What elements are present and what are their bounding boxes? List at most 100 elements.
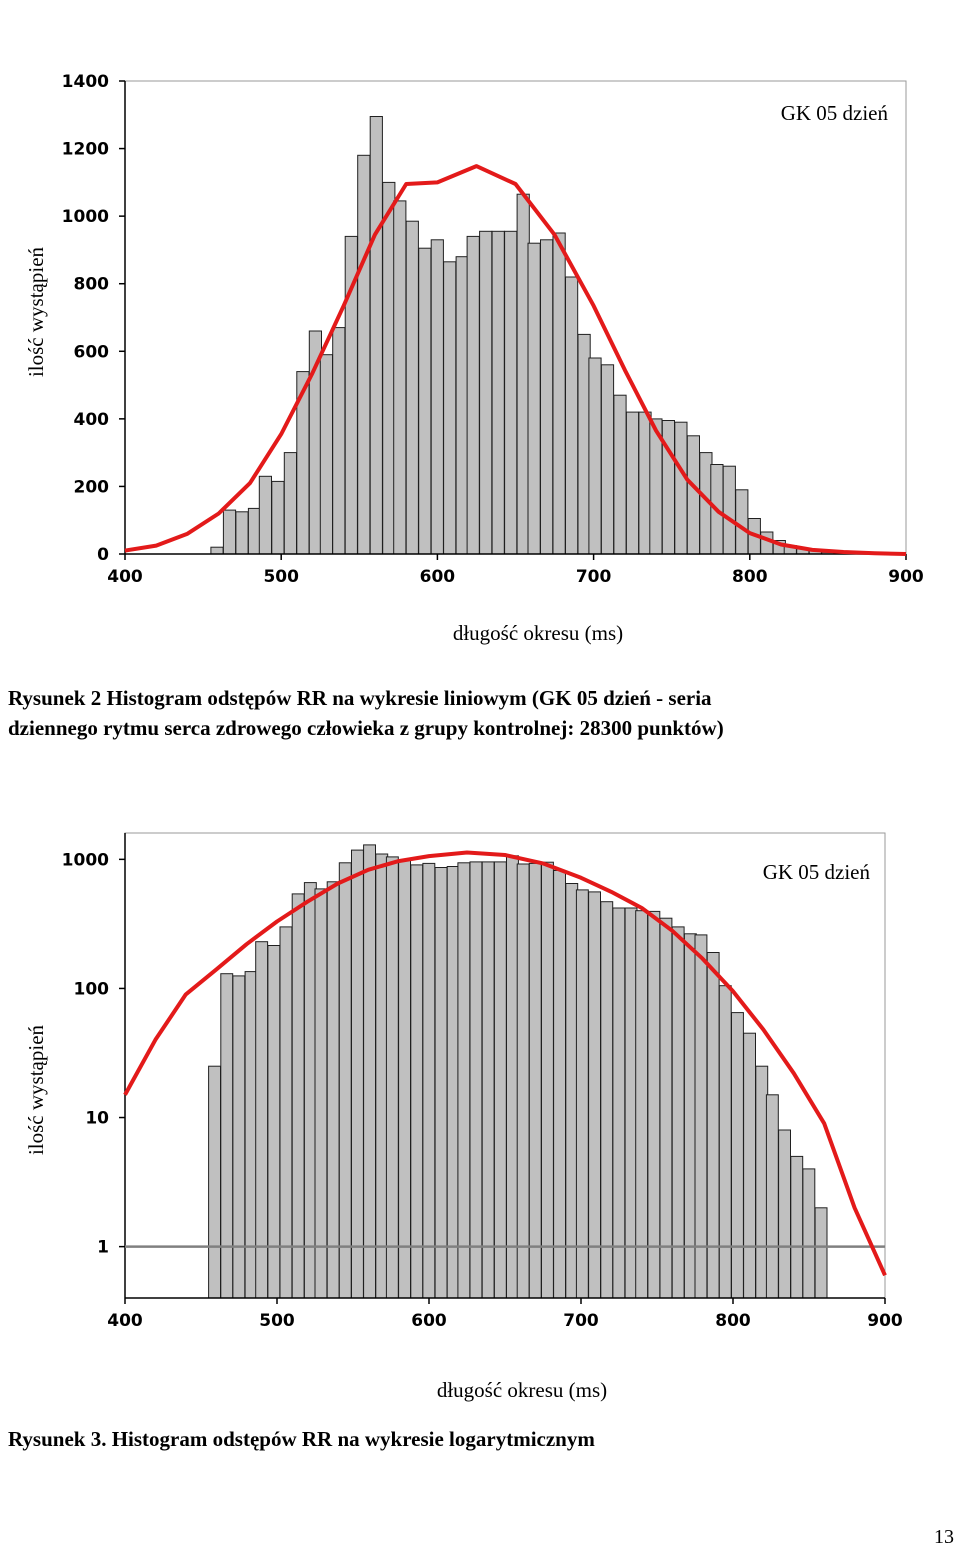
histogram-bar <box>575 889 589 1299</box>
chart-annotation: GK 05 dzień <box>763 860 871 884</box>
histogram-bar <box>765 1094 779 1299</box>
histogram-bar <box>405 220 419 555</box>
x-tick-label: 700 <box>576 567 612 587</box>
x-tick-label: 800 <box>715 1311 751 1331</box>
histogram-bar <box>565 276 579 555</box>
caption-line: Rysunek 2 Histogram odstępów RR na wykre… <box>8 686 712 710</box>
histogram-bar <box>326 881 340 1299</box>
histogram-bar <box>271 480 285 555</box>
histogram-bar <box>814 1207 828 1299</box>
histogram-bar <box>351 849 364 1299</box>
histogram-bar <box>466 235 480 555</box>
histogram-bar <box>314 888 328 1299</box>
histogram-bar <box>434 867 448 1299</box>
y-axis-label: ilość wystąpień <box>24 246 48 377</box>
histogram-bar <box>469 861 483 1299</box>
x-tick-label: 500 <box>263 567 299 587</box>
histogram-bar <box>222 509 237 555</box>
y-tick-label: 1000 <box>62 207 109 227</box>
histogram-bar <box>671 926 685 1299</box>
histogram-bar <box>613 394 627 555</box>
histogram-bar <box>612 907 626 1299</box>
histogram-bar <box>790 1155 804 1299</box>
histogram-bar <box>393 200 407 555</box>
histogram-bar <box>635 910 649 1299</box>
histogram-bar <box>491 230 505 555</box>
histogram-bar <box>382 181 396 555</box>
x-tick-label: 500 <box>259 1311 295 1331</box>
histogram-bar <box>493 861 507 1299</box>
x-tick-label: 900 <box>888 567 924 587</box>
histogram-bar <box>540 239 554 555</box>
histogram-bar <box>577 333 591 555</box>
histogram-bar <box>743 1032 756 1299</box>
histogram-bar <box>255 941 269 1299</box>
histogram-bar <box>516 863 530 1299</box>
histogram-bar <box>778 1129 791 1299</box>
histogram-bar <box>369 116 383 555</box>
x-tick-label: 900 <box>867 1311 903 1331</box>
histogram-bar <box>600 901 614 1299</box>
histogram-bar <box>647 910 661 1299</box>
histogram-bar <box>235 511 249 555</box>
histogram-bar <box>674 421 688 555</box>
histogram-bar <box>443 261 457 555</box>
normal-fit-curve <box>123 850 887 1277</box>
figure-caption-1: Rysunek 2 Histogram odstępów RR na wykre… <box>8 683 948 743</box>
y-tick-label: 400 <box>74 410 110 430</box>
histogram-bar <box>527 242 541 555</box>
y-axis-label: ilość wystąpień <box>24 1024 48 1155</box>
histogram-bar <box>258 475 272 555</box>
x-axis-label: długość okresu (ms) <box>437 1378 607 1402</box>
histogram-bar <box>319 354 333 555</box>
histogram-bar <box>332 327 346 555</box>
x-tick-label: 400 <box>107 1311 143 1331</box>
histogram-bar <box>457 862 471 1299</box>
x-tick-label: 600 <box>411 1311 447 1331</box>
histogram-bar <box>455 256 469 555</box>
histogram-bar <box>210 546 224 555</box>
histogram-bar <box>283 452 297 555</box>
histogram-bar <box>479 230 493 555</box>
x-axis-label: długość okresu (ms) <box>453 621 623 645</box>
histogram-bar <box>553 870 566 1299</box>
histogram-bar <box>279 926 293 1299</box>
y-tick-label: 100 <box>74 979 110 999</box>
histogram-bar <box>625 411 640 555</box>
histogram-bar <box>385 856 399 1299</box>
histogram-bar <box>528 862 542 1299</box>
histogram-bar <box>731 1012 744 1299</box>
histogram-bar <box>357 154 371 555</box>
histogram-bar <box>446 866 460 1299</box>
histogram-bar <box>506 855 519 1299</box>
y-tick-label: 200 <box>74 477 110 497</box>
x-tick-label: 700 <box>563 1311 599 1331</box>
histogram-bar <box>481 861 495 1299</box>
histogram-bar <box>718 985 732 1299</box>
y-tick-label: 1200 <box>62 140 109 160</box>
page-number: 13 <box>934 1526 954 1548</box>
histogram-bar <box>722 465 736 555</box>
histogram-bar <box>686 435 700 555</box>
normal-fit-curve <box>124 164 907 556</box>
histogram-bar <box>398 859 412 1299</box>
y-tick-label: 0 <box>97 545 109 565</box>
histogram-bar <box>338 862 352 1299</box>
histogram-bar <box>363 844 377 1299</box>
histogram-bar <box>802 1168 816 1299</box>
x-tick-label: 400 <box>107 567 143 587</box>
histogram-bar <box>600 364 615 555</box>
histogram-bar <box>247 507 262 555</box>
histogram-bar <box>659 917 673 1299</box>
histogram-bar <box>430 239 444 555</box>
histogram-bar <box>422 862 436 1299</box>
histogram-bar <box>735 489 749 555</box>
y-tick-label: 600 <box>74 342 110 362</box>
histogram-bar <box>552 232 566 555</box>
y-tick-label: 1 <box>97 1238 109 1258</box>
histogram-bar <box>220 973 234 1299</box>
y-tick-label: 800 <box>74 275 110 295</box>
histogram-bar <box>694 934 708 1299</box>
histogram-bar <box>418 247 432 555</box>
x-tick-label: 800 <box>732 567 768 587</box>
